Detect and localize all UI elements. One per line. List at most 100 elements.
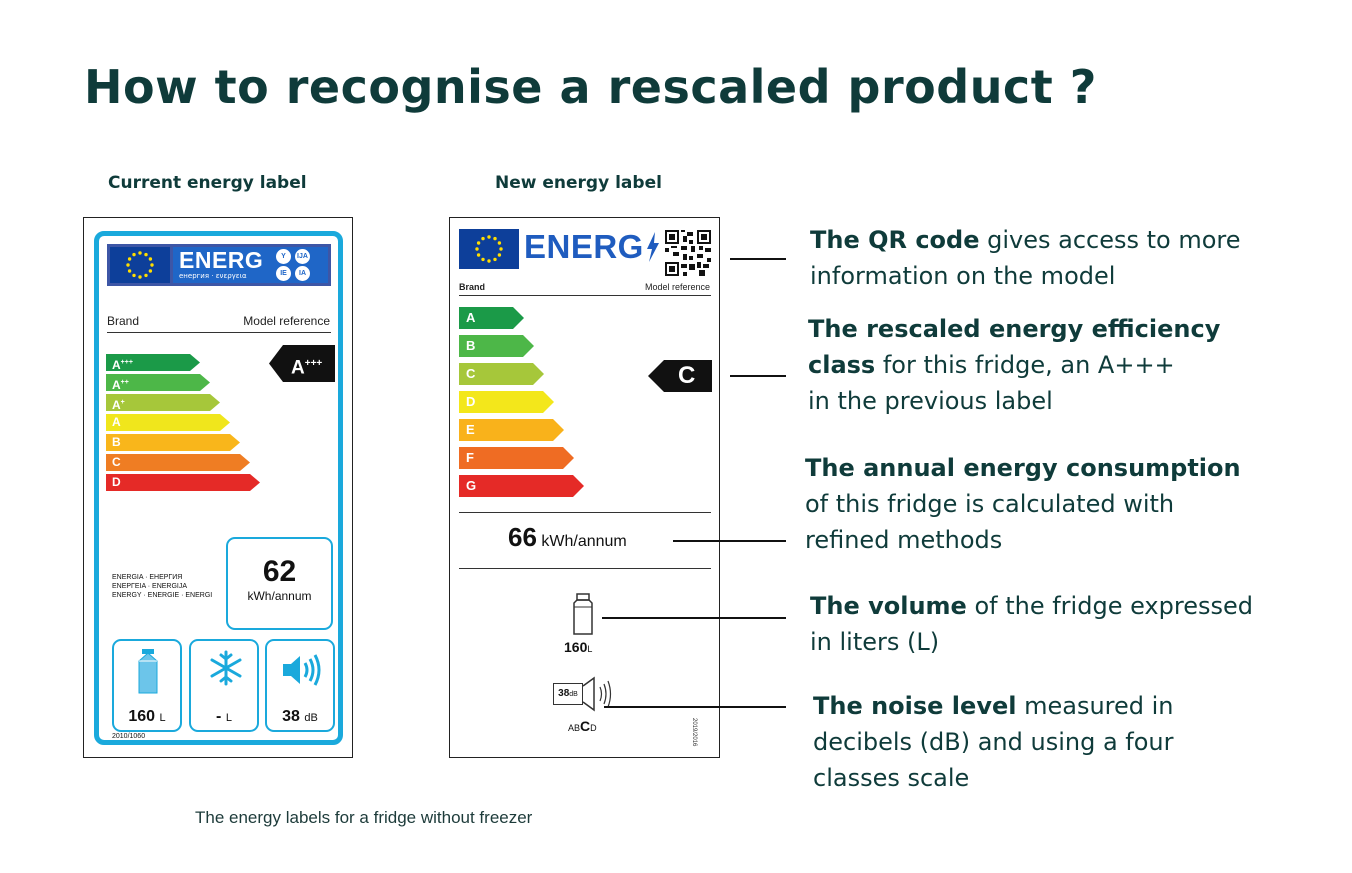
callout-text: measured in bbox=[1016, 692, 1174, 720]
lang-badge: IA bbox=[295, 266, 310, 281]
new-energy-value: 66 bbox=[508, 522, 537, 552]
current-freezer-box: - L bbox=[189, 639, 259, 732]
callout-volume: The volume of the fridge expressed in li… bbox=[810, 588, 1253, 660]
current-energy-unit: kWh/annum bbox=[247, 589, 312, 603]
callout-text: classes scale bbox=[813, 764, 970, 792]
class-sup: +++ bbox=[120, 359, 133, 366]
new-energ-word: ENERG bbox=[524, 228, 644, 266]
new-model-reference: Model reference bbox=[644, 282, 710, 292]
current-volume: 160 L bbox=[114, 708, 180, 726]
current-energy-consumption-box: 62 kWh/annum bbox=[226, 537, 333, 630]
current-noise-box: 38 dB bbox=[265, 639, 335, 732]
energy-languages: ENERGIA · ЕНЕРГИЯ ΕΝΕΡΓΕΙΑ · ENERGIJA EN… bbox=[112, 573, 212, 600]
callout-bold: The annual energy consumption bbox=[805, 454, 1241, 482]
new-brand: Brand bbox=[459, 282, 486, 292]
new-noise-classes-before: AB bbox=[568, 723, 581, 733]
new-noise-unit: dB bbox=[569, 691, 578, 698]
bottle-icon bbox=[573, 593, 593, 635]
current-freezer-value: - bbox=[216, 708, 222, 725]
energy-language-line: ΕΝΕΡΓΕΙΑ · ENERGIJA bbox=[112, 583, 188, 590]
callout-energy-class: The rescaled energy efficiency class for… bbox=[808, 311, 1220, 419]
snowflake-icon bbox=[210, 650, 242, 686]
current-class-bar: A++ bbox=[106, 374, 210, 391]
class-letter: C bbox=[112, 455, 121, 469]
current-brand: Brand bbox=[107, 314, 140, 328]
new-volume: 160L bbox=[564, 639, 592, 655]
page-title: How to recognise a rescaled product ? bbox=[84, 60, 1097, 114]
callout-bold: The volume bbox=[810, 592, 967, 620]
callout-text: refined methods bbox=[805, 526, 1003, 554]
new-class-bar: A bbox=[459, 307, 524, 329]
class-letter: B bbox=[112, 435, 121, 449]
current-freezer: - L bbox=[191, 708, 257, 726]
leader-line-qr bbox=[730, 258, 786, 260]
new-energy-unit: kWh/annum bbox=[541, 533, 627, 550]
current-volume-unit: L bbox=[159, 712, 166, 724]
current-energy-label: ENERG енергия · ενεργεια Y IJA IE IA Bra… bbox=[83, 217, 353, 758]
current-energ-box: ENERG енергия · ενεργεια Y IJA IE IA bbox=[173, 247, 328, 283]
eu-flag-icon bbox=[459, 229, 519, 269]
callout-qr-code: The QR code gives access to more informa… bbox=[810, 222, 1241, 294]
current-noise: 38 dB bbox=[267, 708, 333, 726]
new-class-bar: E bbox=[459, 419, 564, 441]
figure-caption: The energy labels for a fridge without f… bbox=[195, 808, 533, 827]
callout-text: of this fridge is calculated with bbox=[805, 490, 1175, 518]
current-class-bar: A+ bbox=[106, 394, 220, 411]
new-volume-unit: L bbox=[587, 644, 593, 654]
new-class-bar: B bbox=[459, 335, 534, 357]
leader-line-class bbox=[730, 375, 786, 377]
current-rated-class-arrow: A+++ bbox=[269, 345, 335, 382]
energy-language-line: ENERGY · ENERGIE · ENERGI bbox=[112, 592, 213, 599]
current-rated-class-sup: +++ bbox=[304, 358, 323, 369]
leader-line-energy bbox=[673, 540, 786, 542]
current-volume-box: 160 L bbox=[112, 639, 182, 732]
current-class-bar: A+++ bbox=[106, 354, 200, 371]
lang-badge: IE bbox=[276, 266, 291, 281]
callout-noise: The noise level measured in decibels (dB… bbox=[813, 688, 1174, 796]
callout-bold: The rescaled energy efficiency bbox=[808, 315, 1221, 343]
new-noise-classes-after: D bbox=[590, 723, 597, 733]
leader-line-noise bbox=[604, 706, 786, 708]
callout-bold: The QR code bbox=[810, 226, 980, 254]
milk-carton-icon bbox=[138, 649, 158, 694]
divider bbox=[459, 295, 711, 296]
qr-code-icon bbox=[665, 230, 711, 276]
callout-text: gives access to more bbox=[979, 226, 1241, 254]
callout-energy-consumption: The annual energy consumption of this fr… bbox=[805, 450, 1241, 558]
new-speaker-icon bbox=[582, 676, 612, 712]
current-energy-value: 62 bbox=[262, 555, 297, 588]
new-energ-text: ENERG bbox=[524, 228, 644, 265]
current-model-reference: Model reference bbox=[243, 314, 330, 328]
energy-language-line: ENERGIA · ЕНЕРГИЯ bbox=[112, 574, 183, 581]
current-noise-unit: dB bbox=[304, 712, 318, 724]
current-class-bar: A bbox=[106, 414, 230, 431]
callout-text: information on the model bbox=[810, 262, 1116, 290]
callout-text: for this fridge, an A+++ bbox=[875, 351, 1175, 379]
class-letter: D bbox=[112, 475, 121, 489]
new-noise-value-box: 38dB bbox=[553, 683, 583, 705]
current-class-bar: B bbox=[106, 434, 240, 451]
class-sup: + bbox=[120, 399, 125, 406]
new-energy-consumption: 66 kWh/annum bbox=[508, 522, 627, 553]
class-letter: A bbox=[112, 415, 121, 429]
current-noise-value: 38 bbox=[282, 708, 300, 725]
new-rated-class-arrow: C bbox=[648, 360, 712, 392]
new-noise-class-current: C bbox=[580, 718, 591, 734]
current-label-frame: ENERG енергия · ενεργεια Y IJA IE IA Bra… bbox=[94, 231, 343, 745]
current-freezer-unit: L bbox=[225, 712, 232, 724]
current-regulation: 2010/1060 bbox=[112, 733, 146, 740]
class-letter: A bbox=[112, 398, 121, 412]
lang-badge: IJA bbox=[295, 249, 310, 264]
new-class-bar: G bbox=[459, 475, 584, 497]
callout-text: of the fridge expressed bbox=[966, 592, 1253, 620]
leader-line-volume bbox=[602, 617, 786, 619]
current-class-bar: C bbox=[106, 454, 250, 471]
callout-text: in liters (L) bbox=[810, 628, 940, 656]
current-label-heading: Current energy label bbox=[108, 173, 307, 193]
new-volume-value: 160 bbox=[564, 639, 588, 655]
new-regulation: 2019/2016 bbox=[691, 718, 697, 747]
lightning-bolt-icon bbox=[647, 232, 659, 262]
callout-text: in the previous label bbox=[808, 387, 1053, 415]
lang-badge: Y bbox=[276, 249, 291, 264]
